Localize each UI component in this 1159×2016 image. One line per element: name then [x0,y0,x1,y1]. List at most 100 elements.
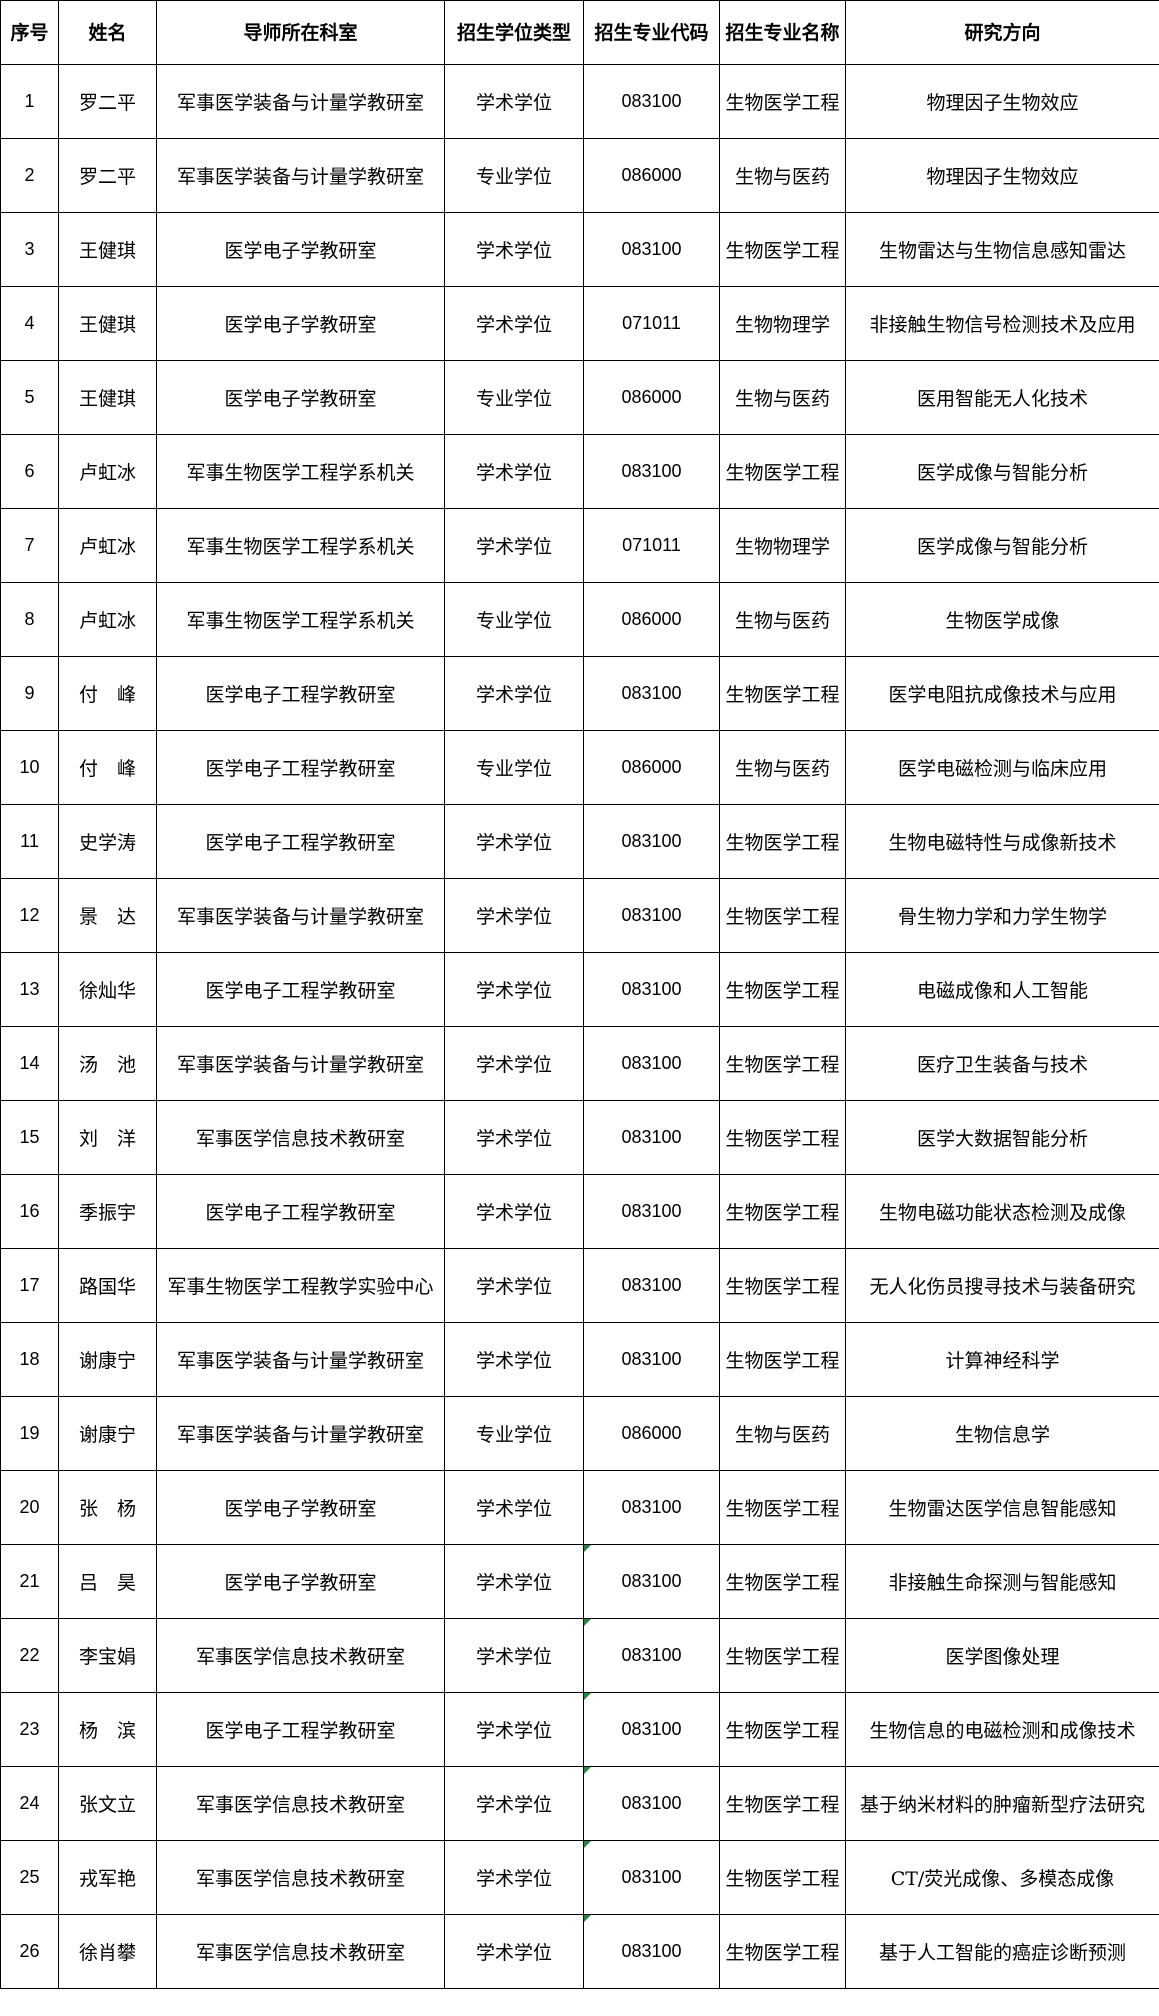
cell-degree-type[interactable]: 学术学位 [444,952,584,1027]
cell-index[interactable]: 9 [0,656,59,731]
cell-name[interactable]: 付 峰 [58,730,157,805]
cell-major-name[interactable]: 生物物理学 [719,286,846,361]
cell-major-code[interactable]: 083100 [583,64,720,139]
cell-degree-type[interactable]: 学术学位 [444,1544,584,1619]
cell-major-name[interactable]: 生物医学工程 [719,1248,846,1323]
cell-degree-type[interactable]: 学术学位 [444,1914,584,1989]
cell-index[interactable]: 5 [0,360,59,435]
cell-name[interactable]: 卢虹冰 [58,508,157,583]
cell-department[interactable]: 军事医学装备与计量学教研室 [156,1322,445,1397]
cell-research-direction[interactable]: CT/荧光成像、多模态成像 [845,1840,1159,1915]
cell-department[interactable]: 军事生物医学工程学系机关 [156,508,445,583]
cell-major-code[interactable]: 083100 [583,1544,720,1619]
cell-index[interactable]: 21 [0,1544,59,1619]
cell-index[interactable]: 2 [0,138,59,213]
cell-major-code[interactable]: 083100 [583,1322,720,1397]
cell-research-direction[interactable]: 生物信息的电磁检测和成像技术 [845,1692,1159,1767]
cell-major-code[interactable]: 083100 [583,878,720,953]
cell-major-name[interactable]: 生物医学工程 [719,804,846,879]
cell-major-name[interactable]: 生物医学工程 [719,1692,846,1767]
cell-research-direction[interactable]: 生物电磁特性与成像新技术 [845,804,1159,879]
cell-major-name[interactable]: 生物与医药 [719,730,846,805]
cell-major-name[interactable]: 生物医学工程 [719,1840,846,1915]
cell-department[interactable]: 医学电子学教研室 [156,212,445,287]
cell-research-direction[interactable]: 生物雷达与生物信息感知雷达 [845,212,1159,287]
cell-research-direction[interactable]: 骨生物力学和力学生物学 [845,878,1159,953]
cell-index[interactable]: 7 [0,508,59,583]
cell-major-code[interactable]: 083100 [583,1618,720,1693]
cell-department[interactable]: 军事医学装备与计量学教研室 [156,138,445,213]
cell-major-code[interactable]: 083100 [583,1692,720,1767]
cell-degree-type[interactable]: 专业学位 [444,360,584,435]
cell-research-direction[interactable]: 医学成像与智能分析 [845,508,1159,583]
cell-major-name[interactable]: 生物医学工程 [719,1322,846,1397]
cell-major-name[interactable]: 生物医学工程 [719,1766,846,1841]
cell-name[interactable]: 徐肖攀 [58,1914,157,1989]
cell-major-code[interactable]: 083100 [583,1914,720,1989]
cell-major-name[interactable]: 生物医学工程 [719,1174,846,1249]
cell-major-code[interactable]: 083100 [583,656,720,731]
cell-department[interactable]: 医学电子工程学教研室 [156,656,445,731]
cell-major-code[interactable]: 086000 [583,138,720,213]
cell-name[interactable]: 史学涛 [58,804,157,879]
cell-degree-type[interactable]: 学术学位 [444,1174,584,1249]
cell-index[interactable]: 16 [0,1174,59,1249]
cell-research-direction[interactable]: 生物医学成像 [845,582,1159,657]
cell-major-code[interactable]: 083100 [583,1174,720,1249]
cell-name[interactable]: 汤 池 [58,1026,157,1101]
cell-degree-type[interactable]: 学术学位 [444,1470,584,1545]
cell-name[interactable]: 徐灿华 [58,952,157,1027]
cell-major-code[interactable]: 071011 [583,508,720,583]
cell-degree-type[interactable]: 学术学位 [444,508,584,583]
cell-department[interactable]: 医学电子工程学教研室 [156,1692,445,1767]
cell-degree-type[interactable]: 学术学位 [444,1840,584,1915]
cell-degree-type[interactable]: 学术学位 [444,286,584,361]
cell-index[interactable]: 13 [0,952,59,1027]
cell-degree-type[interactable]: 学术学位 [444,1248,584,1323]
cell-major-name[interactable]: 生物医学工程 [719,1618,846,1693]
cell-major-code[interactable]: 083100 [583,804,720,879]
cell-research-direction[interactable]: 生物电磁功能状态检测及成像 [845,1174,1159,1249]
cell-index[interactable]: 11 [0,804,59,879]
cell-major-name[interactable]: 生物与医药 [719,1396,846,1471]
cell-major-code[interactable]: 083100 [583,212,720,287]
cell-index[interactable]: 6 [0,434,59,509]
cell-index[interactable]: 20 [0,1470,59,1545]
cell-research-direction[interactable]: 医学电阻抗成像技术与应用 [845,656,1159,731]
cell-index[interactable]: 14 [0,1026,59,1101]
cell-name[interactable]: 张 杨 [58,1470,157,1545]
cell-major-name[interactable]: 生物医学工程 [719,952,846,1027]
cell-department[interactable]: 军事医学信息技术教研室 [156,1618,445,1693]
cell-department[interactable]: 军事生物医学工程学系机关 [156,434,445,509]
cell-department[interactable]: 军事医学信息技术教研室 [156,1914,445,1989]
cell-major-code[interactable]: 083100 [583,952,720,1027]
cell-department[interactable]: 医学电子学教研室 [156,286,445,361]
cell-major-name[interactable]: 生物医学工程 [719,212,846,287]
cell-name[interactable]: 罗二平 [58,138,157,213]
cell-name[interactable]: 谢康宁 [58,1322,157,1397]
cell-degree-type[interactable]: 专业学位 [444,730,584,805]
cell-degree-type[interactable]: 专业学位 [444,582,584,657]
cell-research-direction[interactable]: 医疗卫生装备与技术 [845,1026,1159,1101]
cell-department[interactable]: 军事医学装备与计量学教研室 [156,64,445,139]
cell-name[interactable]: 谢康宁 [58,1396,157,1471]
cell-research-direction[interactable]: 电磁成像和人工智能 [845,952,1159,1027]
cell-research-direction[interactable]: 基于人工智能的癌症诊断预测 [845,1914,1159,1989]
cell-department[interactable]: 医学电子工程学教研室 [156,804,445,879]
cell-department[interactable]: 军事医学装备与计量学教研室 [156,1026,445,1101]
cell-index[interactable]: 4 [0,286,59,361]
cell-research-direction[interactable]: 物理因子生物效应 [845,138,1159,213]
cell-major-code[interactable]: 083100 [583,1470,720,1545]
cell-name[interactable]: 吕 昊 [58,1544,157,1619]
cell-degree-type[interactable]: 专业学位 [444,1396,584,1471]
cell-degree-type[interactable]: 学术学位 [444,1692,584,1767]
cell-department[interactable]: 军事生物医学工程学系机关 [156,582,445,657]
cell-degree-type[interactable]: 学术学位 [444,212,584,287]
cell-department[interactable]: 军事医学信息技术教研室 [156,1840,445,1915]
cell-name[interactable]: 卢虹冰 [58,582,157,657]
cell-name[interactable]: 戎军艳 [58,1840,157,1915]
cell-major-name[interactable]: 生物医学工程 [719,1544,846,1619]
cell-research-direction[interactable]: 医学图像处理 [845,1618,1159,1693]
cell-department[interactable]: 医学电子工程学教研室 [156,1174,445,1249]
cell-index[interactable]: 10 [0,730,59,805]
